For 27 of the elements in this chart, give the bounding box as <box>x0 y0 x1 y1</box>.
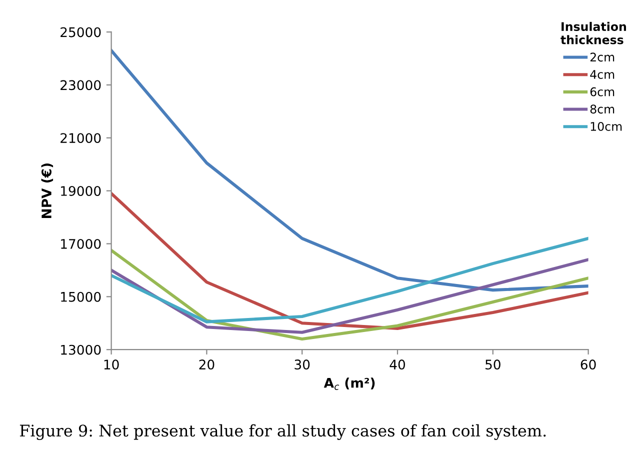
y-tick-label: 13000 <box>61 344 101 355</box>
legend-label: 10cm <box>590 122 622 131</box>
legend-title: Insulation thickness <box>560 22 626 44</box>
y-tick-label: 17000 <box>61 238 101 249</box>
caption: Figure 9: Net present value for all study cases of fan coil system. <box>20 424 546 440</box>
y-tick-label: 25000 <box>60 27 101 38</box>
line-series <box>111 48 588 292</box>
line-series <box>111 248 588 341</box>
x-tick-label: 40 <box>390 360 406 370</box>
x-tick-label: 10 <box>104 360 119 370</box>
legend-label: 6cm <box>590 87 614 96</box>
legend-label: 8cm <box>590 104 614 114</box>
x-axis-title: A$_{c}$ (m²) <box>324 378 375 390</box>
line-series <box>111 236 588 324</box>
x-tick-label: 20 <box>199 360 214 370</box>
y-tick-label: 23000 <box>60 80 101 90</box>
y-axis-title: NPV (€) <box>41 164 54 218</box>
line-series <box>111 192 588 330</box>
y-tick-label: 19000 <box>61 186 101 196</box>
y-tick-label: 21000 <box>60 133 101 144</box>
line-series <box>111 258 588 334</box>
legend-label: 2cm <box>590 52 614 62</box>
y-tick-label: 15000 <box>61 292 101 302</box>
x-tick-label: 50 <box>486 360 500 370</box>
x-tick-label: 60 <box>580 360 596 370</box>
legend-label: 4cm <box>590 70 614 79</box>
x-tick-label: 30 <box>294 360 310 370</box>
